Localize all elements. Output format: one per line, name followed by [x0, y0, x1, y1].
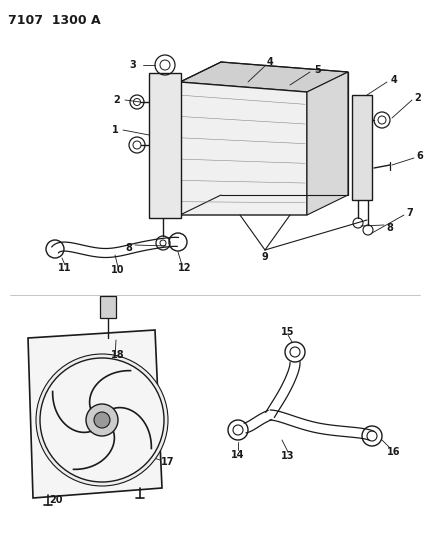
Text: 14: 14	[231, 450, 245, 460]
Text: 6: 6	[417, 151, 423, 161]
Text: 16: 16	[387, 447, 401, 457]
Text: 7: 7	[407, 208, 414, 218]
Circle shape	[40, 358, 164, 482]
Bar	[100, 296, 116, 318]
Text: 12: 12	[178, 263, 192, 273]
Text: 10: 10	[111, 265, 125, 275]
Circle shape	[86, 404, 118, 436]
Text: 17: 17	[161, 457, 175, 467]
Polygon shape	[149, 73, 181, 218]
Text: 4: 4	[267, 57, 273, 67]
Text: 20: 20	[49, 495, 63, 505]
Text: 1: 1	[112, 125, 118, 135]
Text: 18: 18	[111, 350, 125, 360]
Text: 11: 11	[58, 263, 72, 273]
Circle shape	[94, 412, 110, 428]
Circle shape	[36, 354, 168, 486]
Polygon shape	[28, 330, 162, 498]
Text: 15: 15	[281, 327, 295, 337]
Text: 2: 2	[114, 95, 121, 105]
Text: 7107  1300 A: 7107 1300 A	[8, 14, 101, 27]
Text: 8: 8	[126, 243, 133, 253]
Polygon shape	[352, 95, 372, 200]
Text: 4: 4	[391, 75, 397, 85]
Text: 5: 5	[314, 65, 321, 75]
Text: 8: 8	[387, 223, 393, 233]
Text: 3: 3	[130, 60, 136, 70]
Polygon shape	[307, 72, 348, 215]
Text: 9: 9	[262, 252, 269, 262]
Text: 13: 13	[281, 451, 295, 461]
Polygon shape	[180, 82, 307, 215]
Polygon shape	[180, 62, 348, 92]
Text: 2: 2	[414, 93, 421, 103]
